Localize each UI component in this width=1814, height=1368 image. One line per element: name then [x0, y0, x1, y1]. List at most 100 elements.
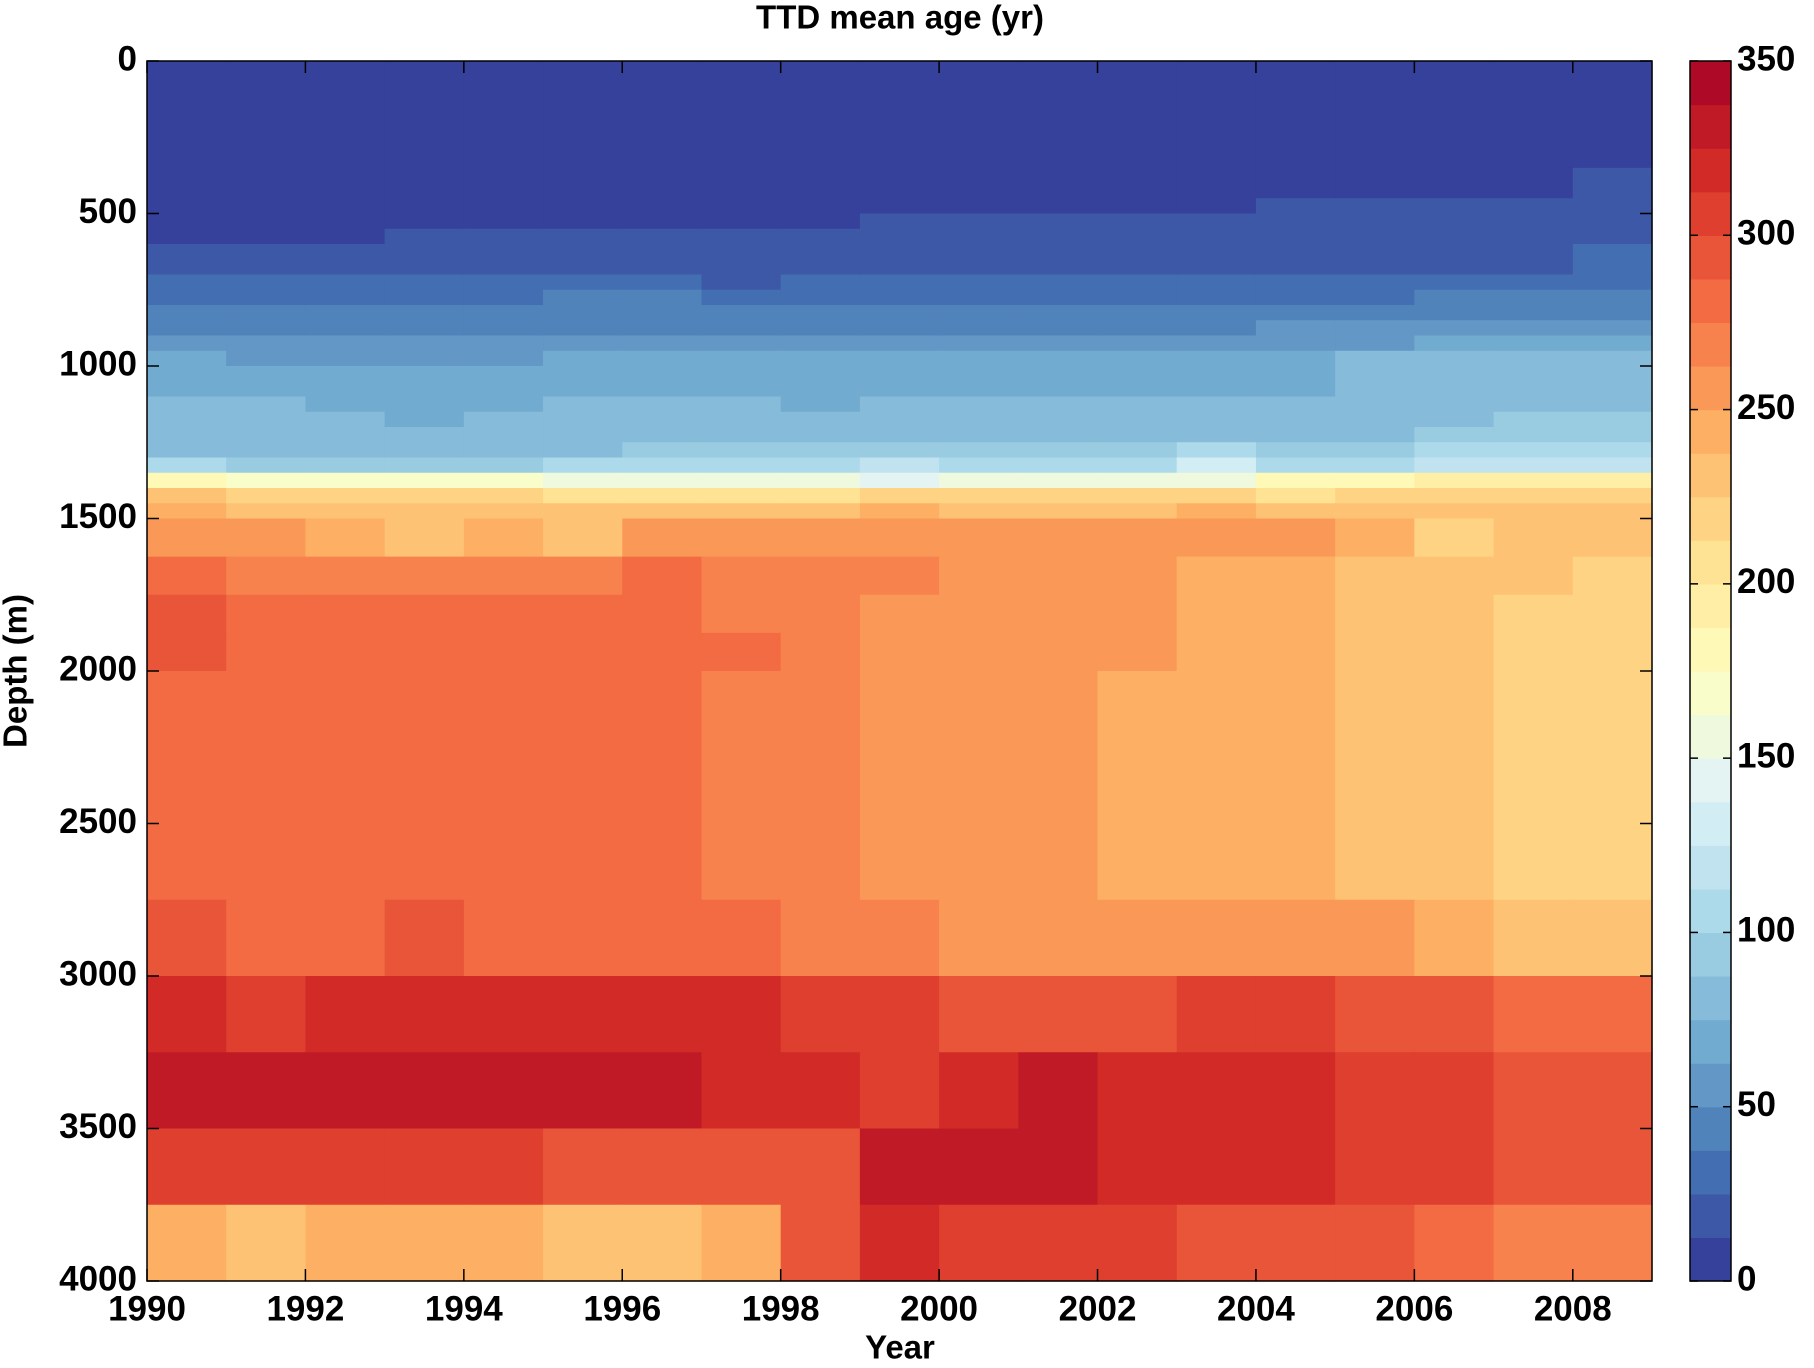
heatmap-cell — [1176, 335, 1257, 352]
heatmap-cell — [1335, 442, 1415, 459]
heatmap-cell — [1255, 556, 1336, 596]
heatmap-cell — [305, 396, 386, 413]
heatmap-cell — [780, 244, 861, 276]
heatmap-cell — [701, 335, 782, 352]
heatmap-cell — [226, 632, 307, 672]
heatmap-cell — [384, 1204, 465, 1282]
heatmap-cell — [543, 671, 623, 901]
heatmap-cell — [543, 427, 623, 443]
y-tick-label: 2500 — [59, 802, 137, 841]
heatmap-cell — [1572, 167, 1653, 199]
heatmap-cell — [939, 488, 1019, 504]
heatmap-cell — [780, 167, 861, 199]
heatmap-cell — [1335, 976, 1415, 1053]
heatmap-cell — [1335, 350, 1415, 367]
heatmap-cell — [1335, 396, 1415, 413]
heatmap-cell — [859, 899, 940, 977]
heatmap-cell — [701, 411, 782, 428]
heatmap-cell — [463, 976, 544, 1053]
heatmap-cell — [226, 350, 307, 367]
heatmap-cell — [1176, 244, 1257, 276]
heatmap-cell — [780, 213, 861, 230]
colorbar-band — [1690, 801, 1731, 846]
heatmap-cell — [1572, 1204, 1653, 1282]
heatmap-cell — [1255, 594, 1336, 634]
heatmap-cell — [1018, 228, 1099, 245]
heatmap-cell — [701, 976, 782, 1053]
heatmap-cell — [1018, 1204, 1099, 1282]
heatmap-cell — [305, 442, 386, 459]
heatmap-cell — [226, 61, 307, 169]
heatmap-cell — [1414, 518, 1495, 558]
heatmap-cell — [1493, 274, 1574, 291]
heatmap-cell — [780, 411, 861, 428]
heatmap-cell — [939, 457, 1019, 474]
heatmap-cell — [1572, 411, 1653, 428]
heatmap-cell — [1572, 503, 1653, 520]
heatmap-cell — [1018, 198, 1099, 215]
colorbar-band — [1690, 627, 1731, 672]
heatmap-cell — [226, 289, 307, 306]
heatmap-cell — [1018, 350, 1099, 367]
heatmap-cell — [147, 320, 227, 337]
heatmap-cell — [1414, 1052, 1495, 1130]
heatmap-cell — [1414, 305, 1495, 321]
heatmap-cell — [305, 228, 386, 245]
heatmap-cell — [147, 632, 227, 672]
heatmap-cell — [1255, 198, 1336, 215]
colorbar-tick-label: 200 — [1737, 562, 1795, 601]
heatmap-cell — [780, 1204, 861, 1282]
y-axis-label: Depth (m) — [0, 594, 34, 748]
colorbar-band — [1690, 235, 1731, 280]
heatmap-cell — [1097, 289, 1178, 306]
heatmap-cell — [939, 274, 1019, 291]
heatmap-cell — [859, 488, 940, 504]
heatmap-cell — [463, 488, 544, 504]
heatmap-cell — [1493, 320, 1574, 337]
chart-title: TTD mean age (yr) — [756, 0, 1044, 36]
heatmap-cell — [1018, 289, 1099, 306]
heatmap-cell — [543, 1128, 623, 1206]
heatmap-cell — [1176, 366, 1257, 398]
heatmap-cell — [1097, 976, 1178, 1053]
heatmap-cell — [147, 442, 227, 459]
heatmap-cell — [1097, 427, 1178, 443]
heatmap-cell — [543, 488, 623, 504]
heatmap-cell — [543, 1204, 623, 1282]
heatmap-cell — [622, 899, 703, 977]
heatmap-cell — [147, 274, 227, 291]
heatmap-cell — [463, 320, 544, 337]
heatmap-cell — [147, 366, 227, 398]
heatmap-cell — [1018, 594, 1099, 634]
heatmap-cell — [1018, 899, 1099, 977]
heatmap-cell — [1255, 366, 1336, 398]
heatmap-cell — [543, 503, 623, 520]
heatmap-cell — [1176, 1204, 1257, 1282]
heatmap-cell — [780, 61, 861, 169]
heatmap-cell — [859, 472, 940, 489]
heatmap-cell — [701, 274, 782, 291]
heatmap-cell — [1414, 442, 1495, 459]
heatmap-cell — [1335, 289, 1415, 306]
heatmap-cell — [1176, 1052, 1257, 1130]
heatmap-cell — [1572, 472, 1653, 489]
heatmap-cell — [1572, 671, 1653, 901]
heatmap-cell — [859, 1204, 940, 1282]
heatmap-cell — [859, 366, 940, 398]
heatmap-cell — [1414, 335, 1495, 352]
heatmap-cell — [463, 632, 544, 672]
x-tick-label: 2002 — [1059, 1289, 1137, 1328]
heatmap-cell — [463, 167, 544, 199]
heatmap-cell — [859, 1052, 940, 1130]
colorbar-tick-label: 50 — [1737, 1085, 1776, 1124]
heatmap-cell — [859, 61, 940, 169]
heatmap-cell — [1097, 305, 1178, 321]
heatmap-cell — [939, 899, 1019, 977]
heatmap-cell — [1335, 594, 1415, 634]
heatmap-cell — [1018, 244, 1099, 276]
heatmap-cell — [622, 396, 703, 413]
heatmap-cell — [1493, 671, 1574, 901]
heatmap-cell — [701, 632, 782, 672]
heatmap-cell — [463, 213, 544, 230]
heatmap-cell — [305, 411, 386, 428]
